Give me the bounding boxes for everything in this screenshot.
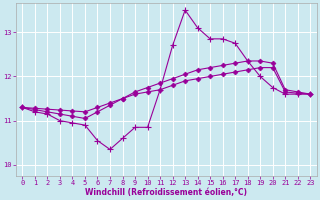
X-axis label: Windchill (Refroidissement éolien,°C): Windchill (Refroidissement éolien,°C) <box>85 188 247 197</box>
